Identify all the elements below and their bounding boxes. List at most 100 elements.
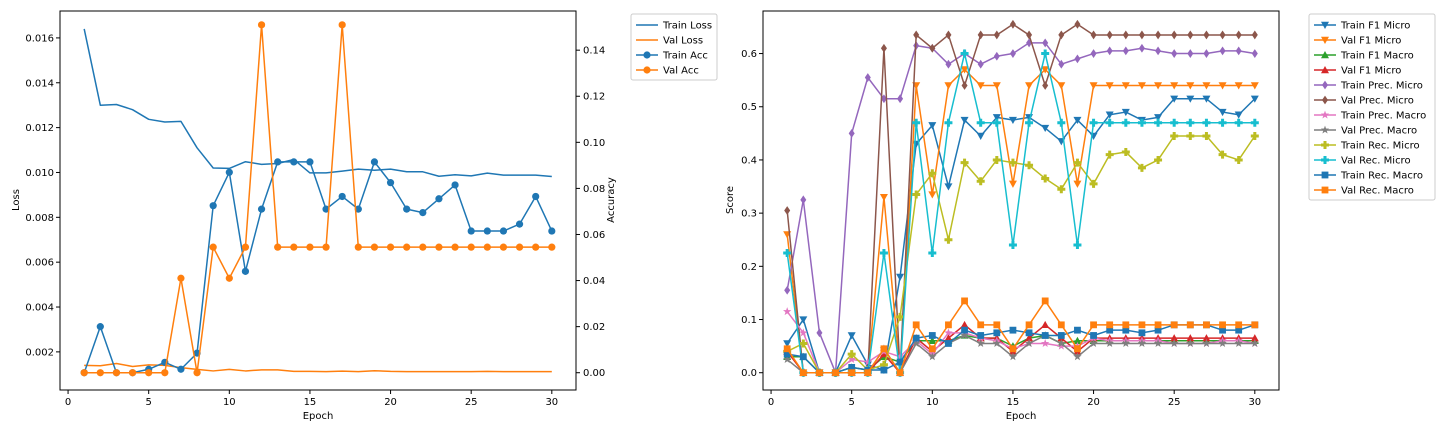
val-prec-micro-point — [1138, 30, 1145, 40]
val-prec-macro-point — [1121, 339, 1130, 348]
val-rec-micro-point — [1202, 118, 1211, 127]
train-acc-point — [532, 192, 540, 201]
series-train-rec-macro — [783, 321, 1259, 377]
train-rec-macro-point — [928, 332, 936, 339]
train-rec-macro-point — [1154, 326, 1162, 334]
train-rec-macro-point — [1106, 326, 1114, 334]
legend-label: Train Prec. Macro — [1340, 111, 1426, 122]
legend-label: Val Prec. Macro — [1341, 126, 1417, 137]
train-acc-point — [274, 158, 282, 166]
train-rec-micro-point — [1154, 155, 1163, 164]
train-rec-macro-point — [1138, 329, 1146, 337]
x-tick-label: 30 — [545, 397, 558, 408]
val-acc-point — [290, 243, 298, 251]
train-rec-macro-point — [1090, 332, 1097, 339]
train-acc-point — [209, 202, 217, 210]
val-rec-macro-point — [848, 369, 856, 377]
val-acc-point — [532, 243, 540, 251]
val-rec-micro-point — [1234, 118, 1243, 127]
val-rec-micro-point — [976, 118, 985, 127]
y-tick-label: 0.004 — [25, 303, 54, 314]
train-prec-macro-point — [799, 328, 808, 337]
train-acc-point — [257, 205, 266, 213]
val-rec-micro-point — [944, 118, 953, 127]
val-prec-macro-point — [1170, 339, 1179, 348]
y2-tick-label: 0.10 — [583, 138, 605, 149]
y-tick-label: 0.1 — [741, 315, 757, 326]
y-tick-label: 0.002 — [25, 347, 54, 358]
train-acc-point — [515, 220, 524, 228]
val-prec-micro-point — [1187, 30, 1194, 40]
val-prec-micro-point — [929, 43, 936, 53]
val-acc-point — [209, 243, 217, 251]
val-rec-macro-point — [1219, 321, 1226, 329]
train-rec-micro-point — [912, 190, 921, 199]
val-rec-macro-point — [928, 345, 936, 353]
val-prec-micro-point — [945, 30, 952, 40]
train-f1-macro-line — [787, 334, 1255, 374]
val-rec-macro-point — [1251, 321, 1259, 329]
train-f1-micro-point — [1234, 111, 1243, 119]
val-rec-macro-point — [945, 321, 952, 329]
train-f1-micro-point — [960, 116, 969, 125]
x-tick-label: 0 — [65, 397, 71, 408]
val-f1-micro-point — [960, 66, 969, 74]
legend-item-train-acc: Train Acc — [636, 51, 708, 62]
val-rec-macro-point — [1041, 297, 1049, 305]
val-prec-macro-point — [928, 352, 937, 361]
train-prec-micro-point — [977, 59, 984, 69]
legend-label: Val Rec. Macro — [1341, 186, 1414, 197]
val-acc-point — [96, 369, 104, 377]
val-rec-micro-point — [1137, 118, 1146, 127]
train-loss-line — [83, 28, 552, 178]
val-acc-point — [515, 243, 524, 251]
val-f1-micro-point — [1250, 334, 1259, 342]
train-prec-micro-point — [1042, 38, 1049, 48]
train-f1-micro-point — [976, 132, 985, 141]
legend-item-val-rec-macro: Val Rec. Macro — [1314, 186, 1414, 197]
val-rec-macro-point — [1106, 321, 1114, 329]
val-f1-micro-point — [1057, 82, 1066, 90]
val-f1-micro-point — [944, 82, 953, 90]
x-tick-label: 20 — [384, 397, 397, 408]
legend-label: Val F1 Micro — [1341, 66, 1401, 77]
train-rec-macro-point — [993, 329, 1001, 337]
val-f1-micro-point — [960, 320, 969, 329]
train-f1-micro-point — [1073, 116, 1082, 125]
train-prec-micro-point — [1219, 46, 1226, 56]
val-acc-point — [322, 243, 330, 251]
series-group — [783, 19, 1259, 378]
legend-marker — [1321, 156, 1329, 164]
train-f1-micro-point — [783, 340, 792, 348]
train-rec-micro-point — [1057, 185, 1066, 194]
train-f1-micro-point — [1202, 95, 1211, 103]
val-prec-macro-point — [1089, 339, 1098, 348]
val-f1-micro-point — [1170, 334, 1179, 342]
val-acc-point — [193, 369, 201, 377]
val-acc-point — [403, 243, 411, 251]
train-acc-point — [548, 227, 556, 235]
val-rec-macro-point — [880, 345, 888, 353]
val-rec-micro-point — [1089, 118, 1098, 127]
val-prec-micro-point — [913, 30, 920, 40]
val-rec-micro-point — [1121, 118, 1130, 127]
legend-item-train-loss: Train Loss — [636, 21, 712, 32]
val-prec-micro-point — [1251, 30, 1258, 40]
train-f1-micro-point — [1250, 95, 1259, 103]
series-val-rec-macro — [783, 297, 1259, 377]
train-f1-micro-point — [1170, 95, 1179, 103]
train-rec-micro-point — [1218, 150, 1227, 159]
val-rec-micro-point — [783, 249, 792, 258]
train-rec-macro-line — [787, 324, 1256, 374]
val-f1-micro-point — [879, 350, 888, 358]
train-rec-macro-point — [1235, 326, 1243, 334]
val-rec-micro-point — [1154, 118, 1163, 127]
train-prec-micro-point — [1203, 49, 1210, 58]
y2-tick-label: 0.14 — [583, 46, 605, 57]
train-prec-micro-point — [1122, 46, 1129, 56]
legend-item-train-f1-micro: Train F1 Micro — [1314, 21, 1410, 32]
train-acc-point — [241, 267, 250, 275]
train-f1-micro-point — [1218, 108, 1227, 117]
train-rec-micro-point — [992, 155, 1001, 164]
val-prec-micro-point — [977, 30, 984, 40]
